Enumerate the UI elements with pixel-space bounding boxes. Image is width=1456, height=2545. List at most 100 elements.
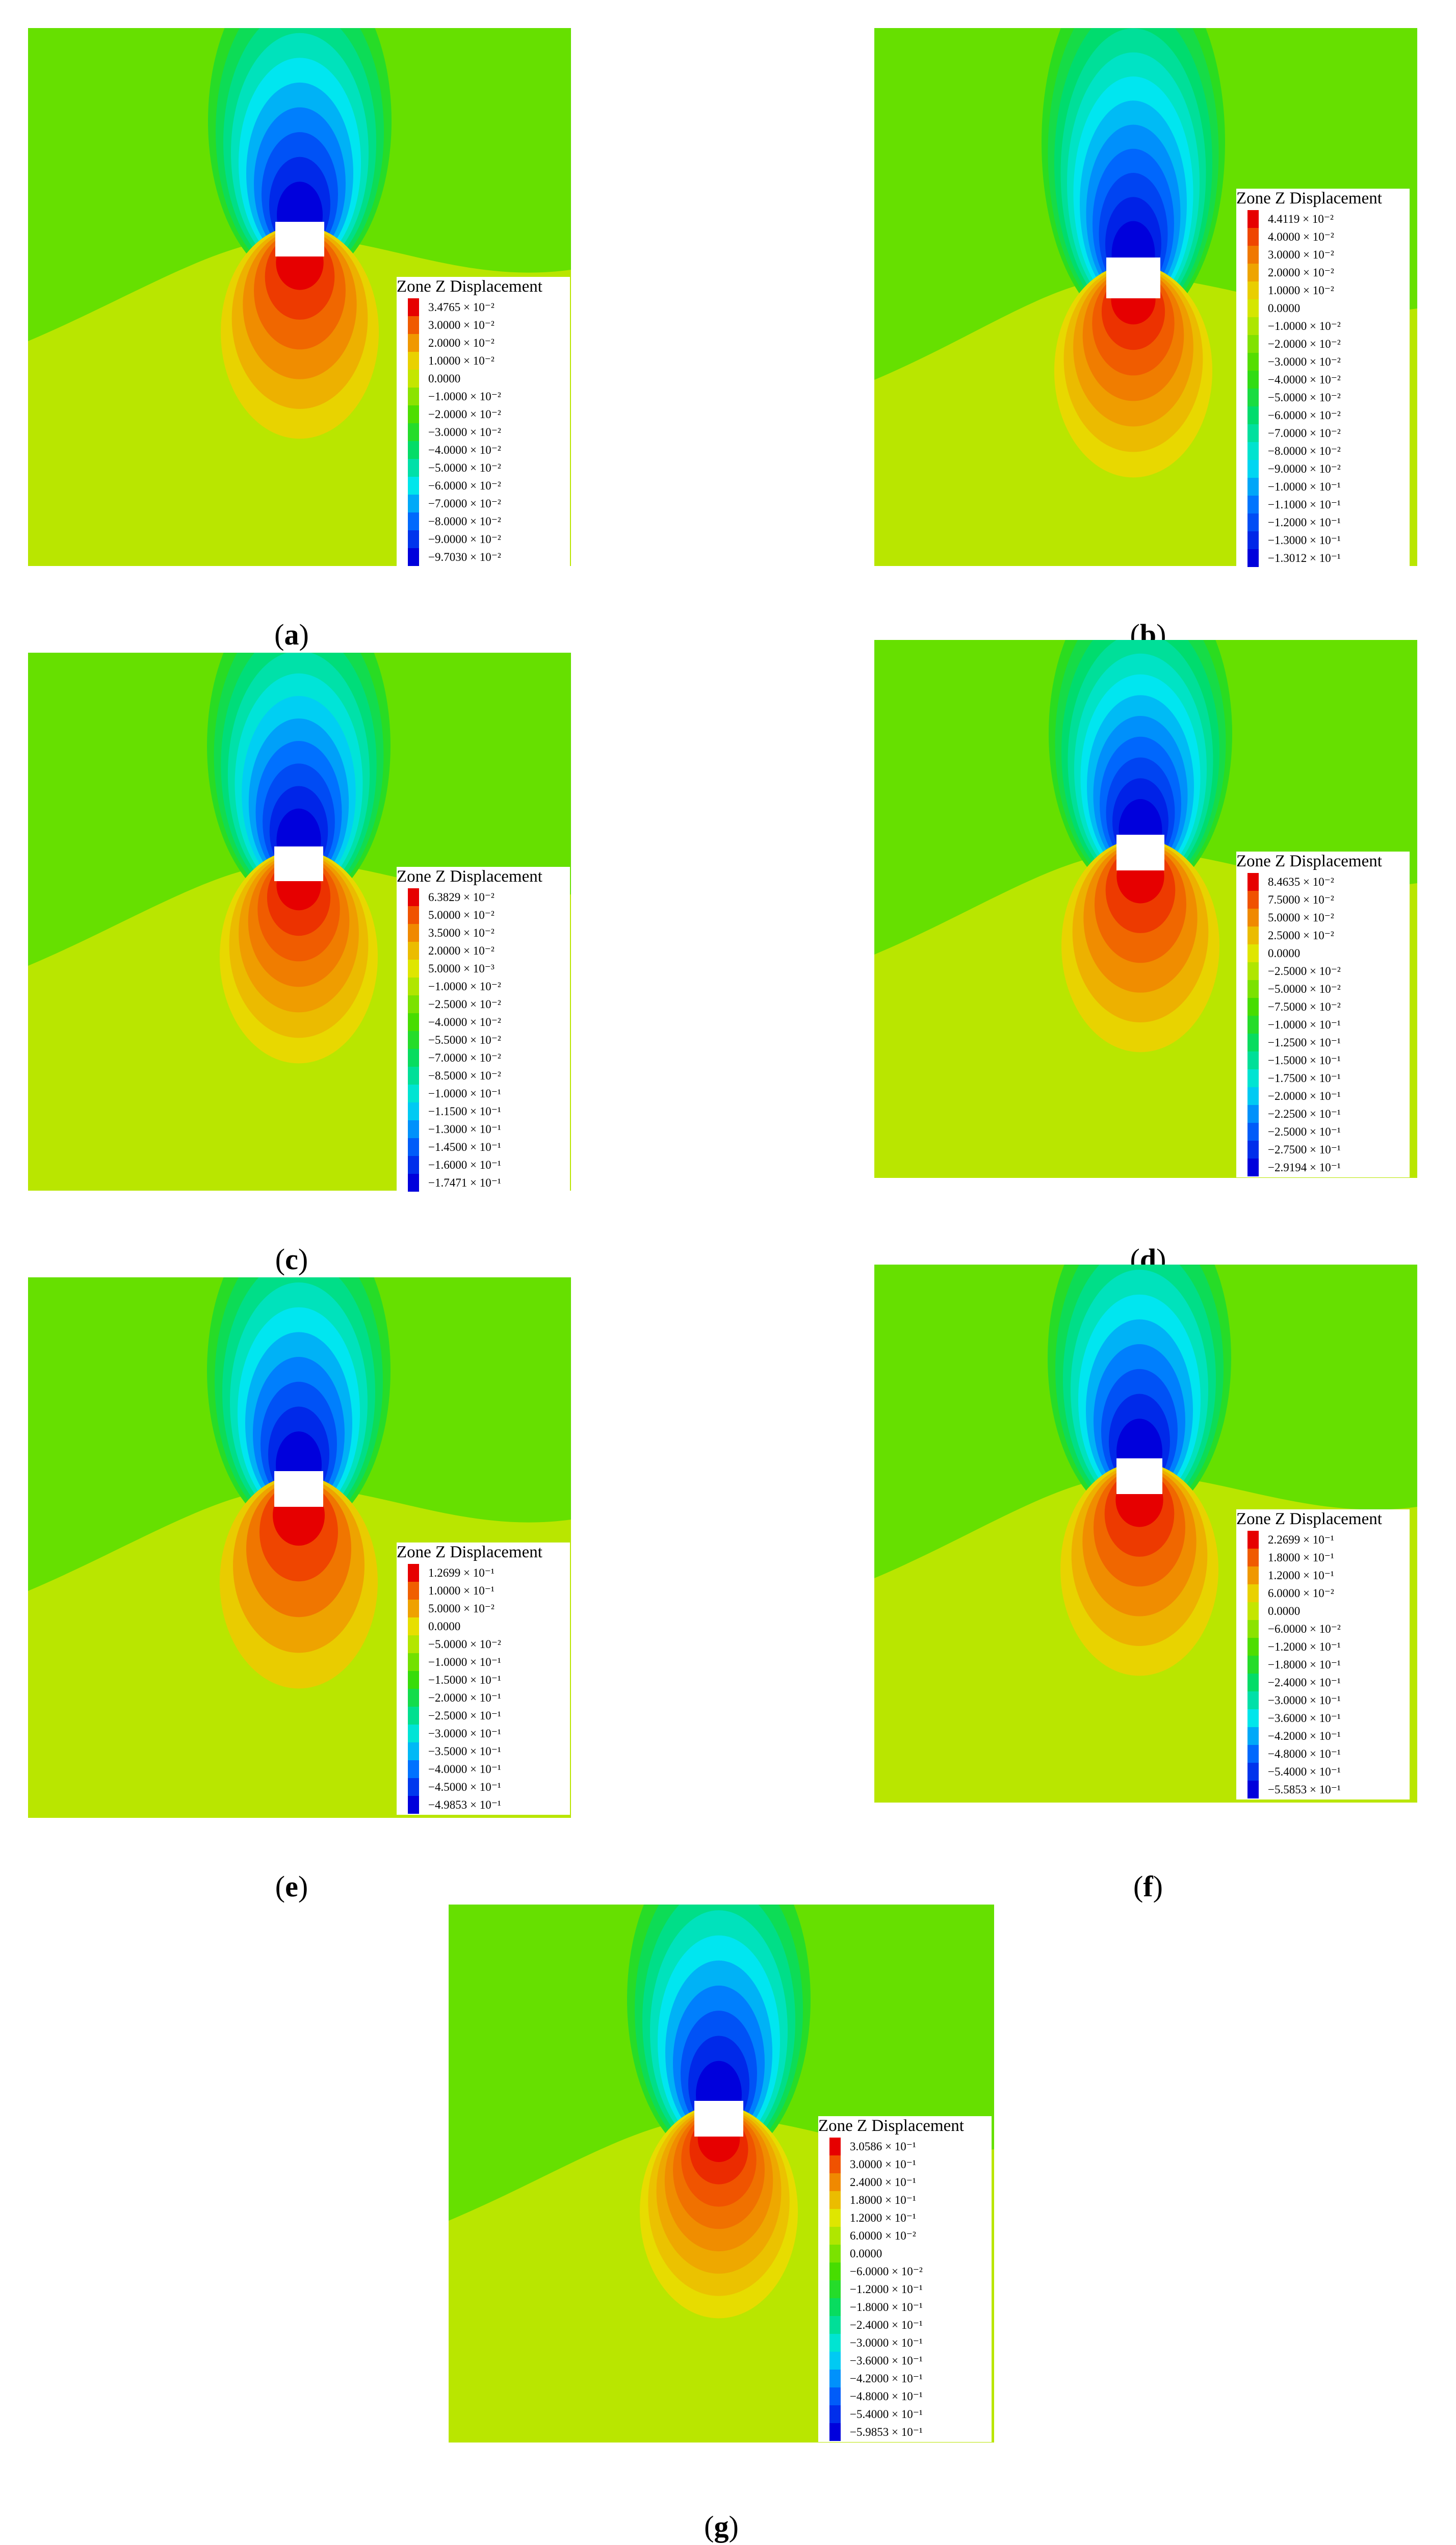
legend-swatch	[408, 924, 419, 942]
legend-swatch	[408, 1174, 419, 1192]
legend-swatch	[408, 1742, 419, 1760]
legend-label: −1.2000 × 10⁻¹	[1268, 516, 1341, 529]
legend-entry: 4.0000 × 10⁻²	[1236, 228, 1410, 246]
legend-entry: 1.2000 × 10⁻¹	[1236, 1566, 1410, 1584]
legend-label: 3.0586 × 10⁻¹	[850, 2140, 916, 2153]
legend-entry: 2.5000 × 10⁻²	[1236, 927, 1410, 944]
legend-entry: −3.0000 × 10⁻¹	[818, 2334, 992, 2352]
legend-entry: −5.9853 × 10⁻¹	[818, 2423, 992, 2441]
legend-swatch	[829, 2173, 841, 2191]
legend-entry: 2.2699 × 10⁻¹	[1236, 1531, 1410, 1549]
legend-label: −3.6000 × 10⁻¹	[1268, 1712, 1341, 1725]
legend-label: −5.0000 × 10⁻²	[428, 1638, 501, 1651]
legend-swatch	[1247, 1141, 1259, 1159]
legend-label: 1.0000 × 10⁻¹	[428, 1584, 495, 1597]
legend-swatch	[408, 1796, 419, 1814]
legend-swatch	[1247, 210, 1259, 228]
legend-entry: −3.6000 × 10⁻¹	[1236, 1709, 1410, 1727]
excavation-opening	[274, 1471, 323, 1507]
legend-label: 1.8000 × 10⁻¹	[850, 2194, 916, 2206]
legend-swatch	[408, 477, 419, 495]
legend-label: 3.5000 × 10⁻²	[428, 927, 495, 939]
legend-label: −5.0000 × 10⁻²	[1268, 391, 1341, 404]
caption-a: (a)	[274, 618, 309, 651]
legend-swatch	[1247, 1549, 1259, 1566]
legend-swatch	[1247, 496, 1259, 513]
legend-swatch	[1247, 531, 1259, 549]
legend-title: Zone Z Displacement	[1236, 852, 1382, 870]
legend-swatch	[408, 441, 419, 459]
legend-label: −6.0000 × 10⁻²	[850, 2265, 923, 2278]
legend-swatch	[1247, 1656, 1259, 1674]
excavation-opening	[274, 846, 323, 881]
contour-svg-c	[28, 653, 571, 1191]
legend-label: −4.8000 × 10⁻¹	[850, 2390, 923, 2403]
legend-entry: 1.8000 × 10⁻¹	[1236, 1549, 1410, 1566]
legend-entry: −1.6000 × 10⁻¹	[397, 1156, 570, 1174]
legend-swatch	[829, 2316, 841, 2334]
legend-swatch	[1247, 1069, 1259, 1087]
legend-label: −1.5000 × 10⁻¹	[428, 1674, 501, 1686]
legend-entry: 3.0000 × 10⁻²	[1236, 246, 1410, 264]
legend-label: 1.2000 × 10⁻¹	[850, 2212, 916, 2224]
legend-label: −9.7030 × 10⁻²	[428, 551, 501, 563]
legend-label: 2.0000 × 10⁻²	[1268, 266, 1334, 279]
legend-entry: −1.0000 × 10⁻²	[1236, 317, 1410, 335]
legend-entry: 3.0586 × 10⁻¹	[818, 2138, 992, 2155]
legend-entry: −3.0000 × 10⁻¹	[397, 1725, 570, 1742]
legend-label: −4.0000 × 10⁻¹	[428, 1763, 501, 1776]
legend-entry: −5.0000 × 10⁻²	[1236, 389, 1410, 406]
legend-swatch	[408, 906, 419, 924]
legend-entry: −4.2000 × 10⁻¹	[818, 2370, 992, 2387]
legend-label: 0.0000	[1268, 1605, 1301, 1617]
legend-swatch	[829, 2245, 841, 2263]
legend-swatch	[1247, 891, 1259, 909]
legend-label: −8.5000 × 10⁻²	[428, 1069, 501, 1082]
legend-entry: 0.0000	[397, 370, 570, 388]
legend-entry: −1.8000 × 10⁻¹	[1236, 1656, 1410, 1674]
legend-label: −2.2500 × 10⁻¹	[1268, 1108, 1341, 1120]
legend-label: −3.0000 × 10⁻¹	[850, 2336, 923, 2349]
legend-title: Zone Z Displacement	[397, 1543, 542, 1561]
legend-entry: −1.4500 × 10⁻¹	[397, 1138, 570, 1156]
legend-label: 0.0000	[850, 2247, 882, 2260]
legend-entry: −1.1500 × 10⁻¹	[397, 1102, 570, 1120]
legend-label: −2.7500 × 10⁻¹	[1268, 1143, 1341, 1156]
legend-entry: −1.5000 × 10⁻¹	[397, 1671, 570, 1689]
legend-entry: −3.5000 × 10⁻¹	[397, 1742, 570, 1760]
legend-swatch	[1247, 246, 1259, 264]
legend-swatch	[1247, 513, 1259, 531]
legend-entry: −5.5853 × 10⁻¹	[1236, 1781, 1410, 1798]
legend-swatch	[1247, 1016, 1259, 1034]
legend-label: −8.0000 × 10⁻²	[1268, 445, 1341, 457]
legend-entry: −1.7500 × 10⁻¹	[1236, 1069, 1410, 1087]
legend-entry: −2.0000 × 10⁻¹	[1236, 1087, 1410, 1105]
legend-entry: 2.0000 × 10⁻²	[1236, 264, 1410, 281]
legend-label: 2.5000 × 10⁻²	[1268, 929, 1334, 942]
legend-label: 3.0000 × 10⁻²	[1268, 248, 1334, 261]
legend-entry: −7.5000 × 10⁻²	[1236, 998, 1410, 1016]
legend-label: −1.8000 × 10⁻¹	[850, 2301, 923, 2313]
contour-plot-a	[28, 28, 571, 566]
legend-f: Zone Z Displacement 2.2699 × 10⁻¹ 1.8000 ×…	[1236, 1509, 1410, 1800]
legend-label: 0.0000	[428, 1620, 461, 1633]
legend-swatch	[408, 1067, 419, 1085]
legend-title: Zone Z Displacement	[1236, 189, 1382, 208]
legend-label: 1.8000 × 10⁻¹	[1268, 1551, 1334, 1564]
legend-label: −1.1000 × 10⁻¹	[1268, 498, 1341, 511]
legend-label: 8.4635 × 10⁻²	[1268, 876, 1334, 888]
legend-entry: −1.7471 × 10⁻¹	[397, 1174, 570, 1192]
legend-entry: −1.2000 × 10⁻¹	[818, 2280, 992, 2298]
legend-label: 1.2000 × 10⁻¹	[1268, 1569, 1334, 1582]
legend-label: −3.0000 × 10⁻¹	[428, 1727, 501, 1740]
legend-entry: 5.0000 × 10⁻²	[397, 1600, 570, 1617]
legend-entry: 5.0000 × 10⁻²	[1236, 909, 1410, 927]
legend-entry: −4.9853 × 10⁻¹	[397, 1796, 570, 1814]
legend-swatch	[1247, 264, 1259, 281]
legend-swatch	[408, 1120, 419, 1138]
legend-label: 7.5000 × 10⁻²	[1268, 893, 1334, 906]
legend-label: −4.8000 × 10⁻¹	[1268, 1747, 1341, 1760]
legend-swatch	[408, 352, 419, 370]
legend-entry: −6.0000 × 10⁻²	[1236, 1620, 1410, 1638]
legend-swatch	[1247, 944, 1259, 962]
